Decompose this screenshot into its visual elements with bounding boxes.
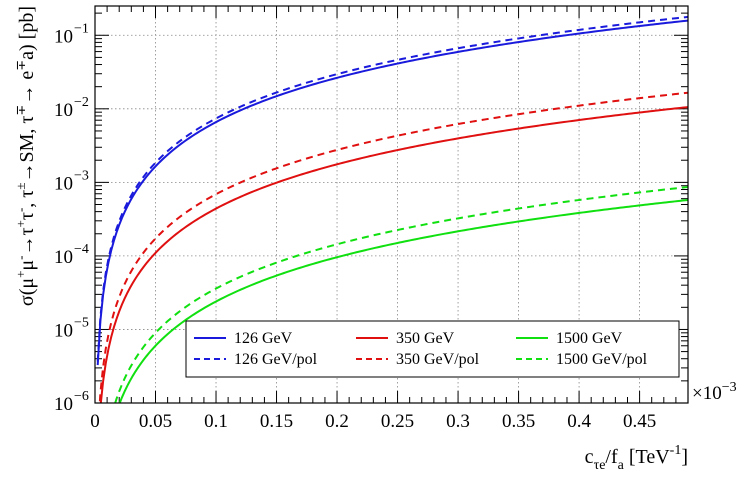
series-line-126-gev xyxy=(96,19,688,366)
x-tick-label: 0.1 xyxy=(204,411,228,432)
plot-frame xyxy=(94,5,689,404)
legend-label: 350 GeV/pol xyxy=(396,351,480,368)
series-line-126-gev-pol xyxy=(96,15,688,362)
legend-label: 126 GeV xyxy=(234,330,293,347)
y-tick-exponent: −2 xyxy=(74,95,89,110)
y-tick-label: 10 xyxy=(54,247,73,268)
y-tick-label: 10 xyxy=(54,394,73,415)
x-tick-label: 0.35 xyxy=(502,411,535,432)
y-tick-label: 10 xyxy=(54,320,73,341)
x-exponent-label: ×10−3 xyxy=(692,380,737,404)
series-line-350-gev-pol xyxy=(98,91,688,403)
series-line-1500-gev-pol xyxy=(114,186,688,403)
y-tick-exponent: −1 xyxy=(74,21,89,36)
x-tick-label: 0.2 xyxy=(325,411,349,432)
y-tick-exponent: −3 xyxy=(74,168,89,183)
series-line-1500-gev xyxy=(118,198,688,403)
y-axis-label: σ(μ+μ-→τ+τ-, τ±→SM, τ∓→ e∓a) [pb] xyxy=(13,6,38,306)
y-tick-exponent: −5 xyxy=(74,315,89,330)
legend-box xyxy=(185,320,680,378)
y-tick-exponent: −4 xyxy=(74,242,89,257)
y-tick-label: 10 xyxy=(54,26,73,47)
x-tick-label: 0.15 xyxy=(260,411,293,432)
legend-label: 350 GeV xyxy=(396,330,455,347)
legend-label: 1500 GeV/pol xyxy=(556,351,648,368)
x-tick-label: 0.25 xyxy=(381,411,414,432)
y-tick-exponent: −6 xyxy=(74,389,89,404)
series-line-350-gev xyxy=(99,106,688,403)
y-tick-label: 10 xyxy=(54,173,73,194)
x-tick-label: 0.05 xyxy=(139,411,172,432)
x-tick-label: 0.45 xyxy=(623,411,656,432)
x-axis-label: cτe/fa [TeV-1] xyxy=(585,443,688,473)
x-tick-label: 0.4 xyxy=(567,411,591,432)
x-tick-label: 0.3 xyxy=(446,411,470,432)
y-tick-label: 10 xyxy=(54,100,73,121)
legend-label: 126 GeV/pol xyxy=(234,351,318,368)
legend-label: 1500 GeV xyxy=(556,330,623,347)
x-tick-label: 0 xyxy=(90,411,100,432)
